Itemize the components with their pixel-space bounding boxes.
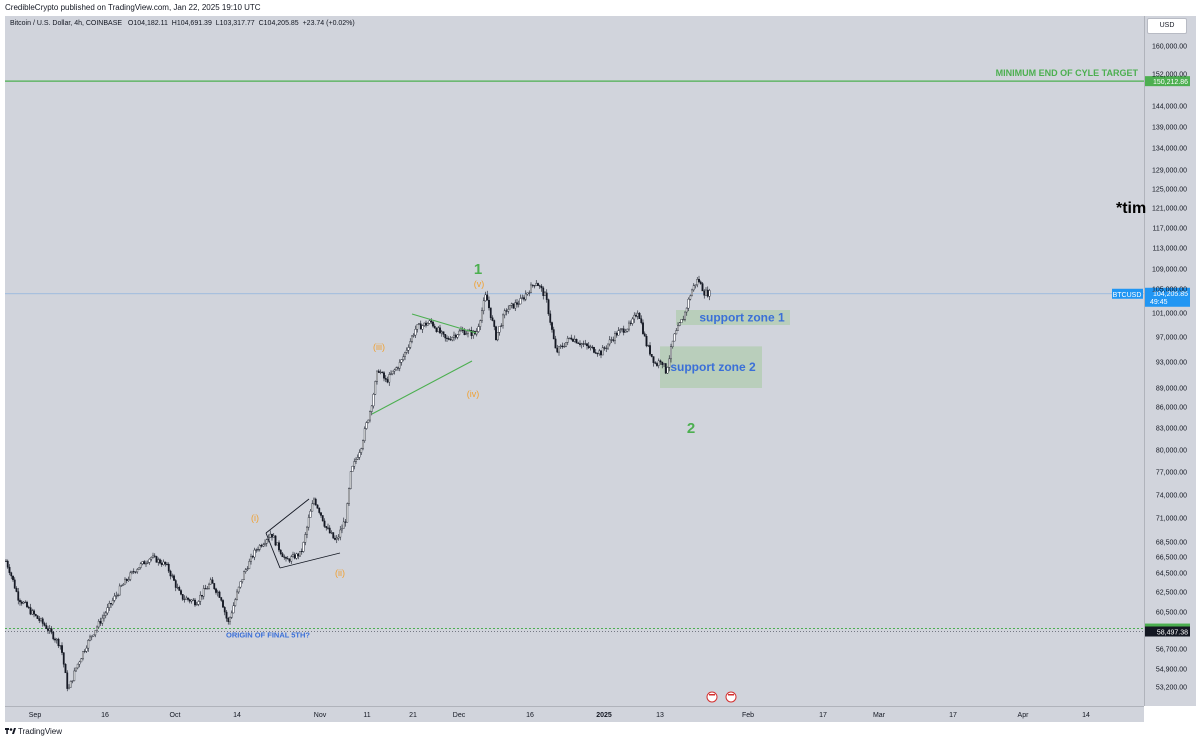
open-value: 104,182.11 [133,20,168,27]
time-axis[interactable] [5,706,1144,723]
low-label: L [215,20,220,27]
open-label: O [127,20,134,27]
tradingview-logo-icon [5,728,16,734]
publisher-text: CredibleCrypto published on TradingView.… [5,3,261,12]
close-label: C [258,20,264,27]
close-value: 104,205.85 [263,20,299,27]
ohlc-legend: Bitcoin / U.S. Dollar, 4h, COINBASE O104… [10,20,355,27]
footer: TradingView [0,722,1199,742]
change-value: +23.74 (+0.02%) [302,20,355,27]
chart-pane[interactable] [5,16,1144,706]
high-label: H [171,20,177,27]
currency-button[interactable]: USD [1147,18,1187,34]
symbol-label: Bitcoin / U.S. Dollar, 4h, COINBASE [10,20,123,27]
publisher-bar: CredibleCrypto published on TradingView.… [0,0,1199,16]
high-value: 104,691.39 [176,20,212,27]
low-value: 103,317.77 [219,20,255,27]
footer-brand: TradingView [18,727,63,736]
price-axis[interactable] [1144,16,1196,706]
